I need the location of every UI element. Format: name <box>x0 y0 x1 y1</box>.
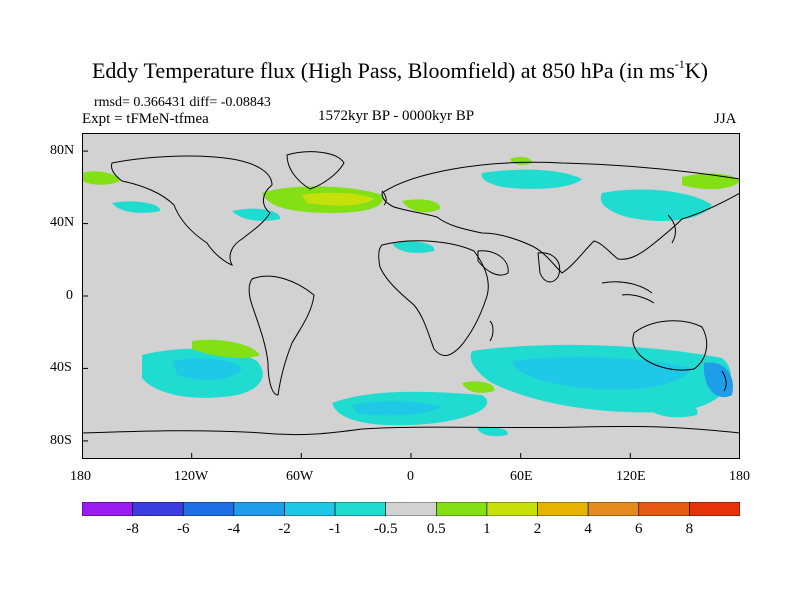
coast-new-zealand <box>721 370 727 392</box>
coast-antarctica <box>82 425 740 436</box>
colorbar-label: -2 <box>278 521 291 537</box>
coast-south-america <box>248 275 315 396</box>
coast-se-asia <box>601 281 655 304</box>
lat-label-40S: 40S <box>50 360 72 375</box>
colorbar-label: -6 <box>176 521 190 537</box>
season-label: JJA <box>714 111 737 127</box>
coast-india <box>537 252 560 283</box>
colorbar-swatch <box>334 502 387 516</box>
colorbar-label: 6 <box>635 521 643 537</box>
colorbar-label: 2 <box>533 521 542 537</box>
colorbar-label: -4 <box>227 521 241 537</box>
field-contours <box>82 156 740 437</box>
colorbar-label: 1 <box>483 521 491 537</box>
contour-s-tasman <box>642 398 698 418</box>
coast-africa <box>378 240 489 356</box>
title-text: Eddy Temperature flux (High Pass, Bloomf… <box>91 58 675 83</box>
coast-arabia <box>477 250 509 276</box>
contour-s-pacific-inner <box>172 358 242 380</box>
lon-label-60W: 60W <box>286 469 314 484</box>
colorbar-swatch <box>284 502 336 516</box>
contour-s-small <box>477 426 508 437</box>
tick-marks <box>82 150 631 459</box>
contour-n-neg-small <box>112 201 161 213</box>
colorbar-label: -8 <box>126 521 139 537</box>
colorbar-swatch <box>82 502 133 516</box>
coast-australia <box>632 320 708 371</box>
contour-greenland-pos <box>82 171 120 185</box>
lat-label-40N: 40N <box>50 215 75 230</box>
colorbar-swatch <box>638 502 690 516</box>
contour-n-pacific-pos <box>682 173 740 190</box>
lon-label-120W: 120W <box>174 469 209 484</box>
title-superscript: -1 <box>674 56 685 71</box>
colorbar-swatch <box>233 502 285 516</box>
world-map-plot <box>82 133 740 459</box>
colorbar <box>82 502 740 516</box>
colorbar-label: 0.5 <box>426 521 446 537</box>
rmsd-diff-stats: rmsd= 0.366431 diff= -0.08843 <box>94 95 271 110</box>
colorbar-swatch <box>587 502 640 516</box>
chart-title: Eddy Temperature flux (High Pass, Bloomf… <box>0 56 800 84</box>
contour-med-neg <box>392 241 435 253</box>
contour-s-atlantic-inner <box>352 401 442 416</box>
coast-eurasia <box>381 161 740 274</box>
title-unit-end: K) <box>684 58 708 83</box>
colorbar-swatch <box>182 502 235 516</box>
colorbar-label: 4 <box>584 521 592 537</box>
colorbar-swatch <box>132 502 184 516</box>
colorbar-swatch <box>537 502 589 516</box>
lat-label-0: 0 <box>66 288 73 303</box>
contour-europe-pos <box>402 199 441 213</box>
lat-label-80S: 80S <box>50 433 72 448</box>
contour-s-indian-inner <box>512 356 692 390</box>
coast-uk <box>381 190 387 206</box>
lon-label-120E: 120E <box>616 469 646 484</box>
lon-label-180-left: 180 <box>70 469 91 484</box>
contour-n-eurasia-neg <box>481 169 582 189</box>
lon-label-60E: 60E <box>510 469 533 484</box>
contour-s-pos-atlantic <box>462 381 495 393</box>
coast-madagascar <box>489 320 494 342</box>
colorbar-label: 8 <box>685 521 694 537</box>
lat-label-80N: 80N <box>50 143 75 158</box>
contour-s-pos-pacific <box>192 339 260 358</box>
coast-north-america <box>111 155 273 266</box>
colorbar-swatch <box>385 502 437 516</box>
lon-label-180-right: 180 <box>729 469 750 484</box>
coast-greenland <box>286 151 345 190</box>
time-period-label: 1572kyr BP - 0000kyr BP <box>318 108 475 124</box>
colorbar-swatch <box>436 502 488 516</box>
coast-japan <box>667 214 676 244</box>
lon-label-0: 0 <box>407 469 414 484</box>
colorbar-swatch <box>486 502 538 516</box>
colorbar-label: -1 <box>328 521 342 537</box>
experiment-label: Expt = tFMeN-tfmea <box>82 111 209 127</box>
coastlines <box>82 151 740 436</box>
contour-n-atlantic-inner <box>302 192 374 206</box>
contour-n-pacific-neg <box>600 189 712 221</box>
colorbar-label: -0.5 <box>373 521 398 537</box>
colorbar-swatch <box>689 502 740 516</box>
